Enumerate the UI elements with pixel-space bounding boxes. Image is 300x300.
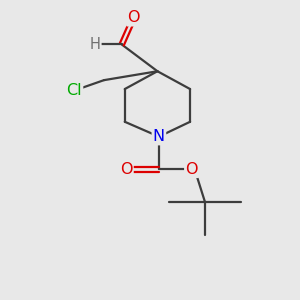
Text: O: O xyxy=(128,10,140,25)
Text: Cl: Cl xyxy=(66,83,82,98)
Text: N: N xyxy=(153,129,165,144)
Text: H: H xyxy=(90,37,101,52)
Text: O: O xyxy=(185,162,198,177)
Text: O: O xyxy=(120,162,133,177)
